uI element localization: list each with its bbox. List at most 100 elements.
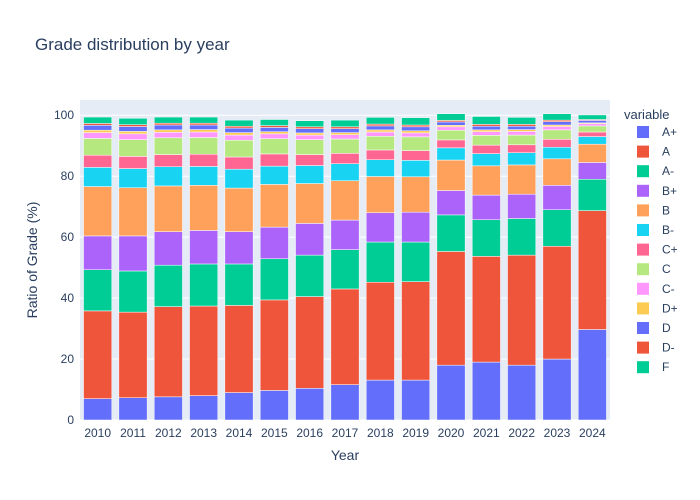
bar-segment-2010-D-[interactable] xyxy=(83,123,113,126)
bar-segment-2011-B+[interactable] xyxy=(118,235,148,272)
bar-segment-2012-B+[interactable] xyxy=(153,231,183,266)
bar-segment-2012-B[interactable] xyxy=(153,185,183,232)
bar-segment-2023-C-[interactable] xyxy=(542,126,572,131)
bar-segment-2017-D-[interactable] xyxy=(330,126,360,129)
bar-segment-2022-C[interactable] xyxy=(507,134,537,146)
bar-segment-2011-D[interactable] xyxy=(118,126,148,132)
bar-segment-2020-C[interactable] xyxy=(436,129,466,141)
bar-segment-2021-A-[interactable] xyxy=(471,219,501,257)
bar-segment-2024-D[interactable] xyxy=(577,120,607,124)
bar-segment-2016-F[interactable] xyxy=(295,120,325,128)
bar-segment-2011-A-[interactable] xyxy=(118,270,148,313)
bar-segment-2010-C-[interactable] xyxy=(83,132,113,139)
bar-segment-2013-D[interactable] xyxy=(189,124,219,130)
bar-segment-2018-B[interactable] xyxy=(365,176,395,214)
legend-item-D+[interactable]: D+ xyxy=(637,301,678,315)
bar-segment-2016-D-[interactable] xyxy=(295,126,325,129)
bar-segment-2012-C+[interactable] xyxy=(153,154,183,167)
bar-segment-2011-B[interactable] xyxy=(118,187,148,237)
bar-segment-2010-F[interactable] xyxy=(83,116,113,124)
bar-segment-2020-B-[interactable] xyxy=(436,147,466,161)
bar-segment-2022-A+[interactable] xyxy=(507,364,537,421)
legend-item-A-[interactable]: A- xyxy=(637,164,674,178)
bar-segment-2012-D+[interactable] xyxy=(153,129,183,133)
bar-segment-2010-A-[interactable] xyxy=(83,269,113,312)
bar-segment-2012-D[interactable] xyxy=(153,124,183,131)
bar-segment-2018-B+[interactable] xyxy=(365,212,395,243)
bar-segment-2019-B+[interactable] xyxy=(401,211,431,243)
bar-segment-2014-C+[interactable] xyxy=(224,156,254,170)
legend[interactable]: variable A+ A A- B+ B B- C+ C C- D+ D D- F xyxy=(624,107,678,374)
bar-segment-2010-A+[interactable] xyxy=(83,398,113,421)
bar-segment-2017-D+[interactable] xyxy=(330,132,360,135)
bar-segment-2019-F[interactable] xyxy=(401,117,431,126)
bar-segment-2012-C-[interactable] xyxy=(153,132,183,139)
bar-segment-2014-A-[interactable] xyxy=(224,263,254,306)
bar-segment-2013-C+[interactable] xyxy=(189,153,219,167)
bar-segment-2024-C-[interactable] xyxy=(577,123,607,127)
bar-segment-2018-D[interactable] xyxy=(365,125,395,131)
bar-segment-2011-B-[interactable] xyxy=(118,168,148,189)
bar-segment-2022-D[interactable] xyxy=(507,125,537,130)
bar-segment-2019-D[interactable] xyxy=(401,126,431,132)
bar-segment-2024-A+[interactable] xyxy=(577,329,607,421)
bar-segment-2024-B-[interactable] xyxy=(577,136,607,145)
bar-segment-2010-D+[interactable] xyxy=(83,129,113,133)
bar-segment-2016-A[interactable] xyxy=(295,296,325,389)
bar-segment-2013-A[interactable] xyxy=(189,305,219,396)
bar-segment-2019-A-[interactable] xyxy=(401,241,431,282)
bar-segment-2020-A[interactable] xyxy=(436,251,466,366)
bar-segment-2013-C-[interactable] xyxy=(189,131,219,138)
bar-segment-2016-D[interactable] xyxy=(295,128,325,134)
bar-segment-2014-B[interactable] xyxy=(224,187,254,232)
bar-segment-2020-D[interactable] xyxy=(436,121,466,126)
bar-segment-2013-A+[interactable] xyxy=(189,395,219,421)
bar-segment-2021-C-[interactable] xyxy=(471,131,501,136)
bar-segment-2021-D+[interactable] xyxy=(471,129,501,132)
bar-segment-2013-B[interactable] xyxy=(189,185,219,231)
bar-segment-2020-B[interactable] xyxy=(436,159,466,191)
bar-segment-2020-B+[interactable] xyxy=(436,190,466,216)
bar-segment-2020-A+[interactable] xyxy=(436,364,466,421)
bar-segment-2013-B-[interactable] xyxy=(189,166,219,186)
bar-segment-2011-A+[interactable] xyxy=(118,397,148,421)
bar-segment-2010-B+[interactable] xyxy=(83,235,113,271)
legend-item-A+[interactable]: A+ xyxy=(637,125,677,139)
bar-segment-2016-B+[interactable] xyxy=(295,223,325,256)
bar-segment-2017-A+[interactable] xyxy=(330,384,360,421)
bar-segment-2022-B[interactable] xyxy=(507,164,537,195)
bar-segment-2013-A-[interactable] xyxy=(189,263,219,307)
bar-segment-2023-A-[interactable] xyxy=(542,209,572,247)
bar-segment-2012-F[interactable] xyxy=(153,116,183,124)
bar-segment-2013-B+[interactable] xyxy=(189,230,219,265)
bar-segment-2019-C-[interactable] xyxy=(401,132,431,138)
bar-segment-2018-C[interactable] xyxy=(365,136,395,151)
bar-segment-2022-B+[interactable] xyxy=(507,193,537,219)
bar-segment-2017-B[interactable] xyxy=(330,180,360,221)
bar-segment-2023-B[interactable] xyxy=(542,158,572,186)
bar-segment-2011-D+[interactable] xyxy=(118,131,148,135)
bar-segment-2010-B[interactable] xyxy=(83,186,113,237)
bar-segment-2018-F[interactable] xyxy=(365,117,395,125)
bar-segment-2021-B-[interactable] xyxy=(471,153,501,167)
bar-segment-2024-B[interactable] xyxy=(577,143,607,163)
legend-item-C-[interactable]: C- xyxy=(637,282,675,296)
bar-segment-2018-A+[interactable] xyxy=(365,379,395,421)
bar-segment-2018-C+[interactable] xyxy=(365,149,395,160)
bar-segment-2012-D-[interactable] xyxy=(153,122,183,126)
bar-segment-2016-C+[interactable] xyxy=(295,154,325,166)
bar-segment-2015-A+[interactable] xyxy=(259,390,289,421)
bar-segment-2021-B[interactable] xyxy=(471,165,501,196)
bar-segment-2022-A-[interactable] xyxy=(507,218,537,256)
bar-segment-2024-A[interactable] xyxy=(577,210,607,330)
bar-segment-2023-B+[interactable] xyxy=(542,185,572,210)
bar-segment-2019-A+[interactable] xyxy=(401,379,431,421)
legend-item-B[interactable]: B xyxy=(637,203,670,217)
bar-segment-2014-C-[interactable] xyxy=(224,134,254,141)
legend-item-C[interactable]: C xyxy=(637,262,671,276)
bar-segment-2014-D+[interactable] xyxy=(224,132,254,136)
bar-segment-2014-B-[interactable] xyxy=(224,168,254,189)
bar-segment-2015-D[interactable] xyxy=(259,127,289,132)
bar-segment-2022-B-[interactable] xyxy=(507,152,537,166)
bar-segment-2020-C+[interactable] xyxy=(436,139,466,149)
